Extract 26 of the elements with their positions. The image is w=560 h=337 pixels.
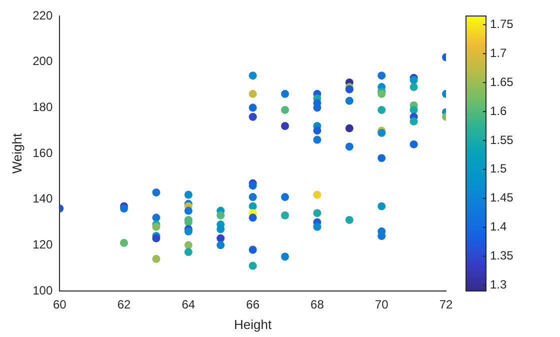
color-bar-label: 1.55 (490, 132, 514, 147)
x-tick-label: 70 (374, 298, 389, 312)
y-tick-label: 200 (32, 54, 53, 68)
color-bar-label: 1.6 (490, 104, 508, 118)
y-tick-label: 220 (32, 8, 53, 22)
y-tick-label: 180 (32, 100, 53, 114)
x-tick-label: 68 (310, 298, 324, 312)
y-tick-label: 100 (32, 283, 53, 298)
x-tick-label: 62 (117, 298, 132, 312)
y-axis-title: Weight (9, 133, 24, 174)
color-bar-label: 1.65 (490, 74, 514, 89)
x-tick-label: 66 (246, 298, 260, 312)
y-tick-label: 160 (32, 146, 53, 160)
color-bar-label: 1.75 (490, 16, 514, 31)
y-tick-label: 140 (32, 192, 53, 206)
color-bar-label: 1.45 (490, 190, 514, 205)
color-bar-label: 1.5 (490, 162, 508, 176)
x-tick-label: 60 (52, 298, 67, 312)
color-bar-label: 1.4 (490, 220, 508, 234)
color-bar-label: 1.35 (490, 248, 514, 263)
y-tick-label: 120 (32, 237, 53, 252)
x-tick-label: 72 (439, 298, 453, 312)
x-tick-label: 64 (182, 298, 196, 312)
x-axis-title: Height (234, 316, 272, 332)
color-bar-label: 1.3 (490, 278, 508, 292)
color-bar-label: 1.7 (490, 46, 508, 60)
